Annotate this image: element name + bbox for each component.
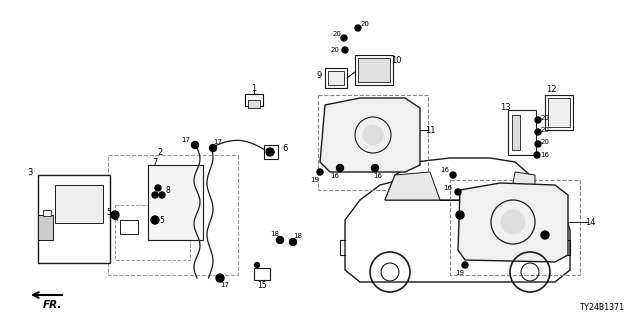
Text: 17: 17: [221, 282, 230, 288]
Bar: [318, 95, 428, 190]
Bar: [120, 220, 138, 234]
Bar: [38, 215, 53, 240]
Circle shape: [209, 145, 216, 151]
Circle shape: [535, 141, 541, 147]
Circle shape: [450, 172, 456, 178]
Circle shape: [155, 185, 161, 191]
Text: 13: 13: [500, 102, 510, 111]
Polygon shape: [510, 172, 535, 200]
Circle shape: [159, 192, 165, 198]
Circle shape: [371, 164, 378, 172]
Text: 1: 1: [252, 84, 257, 92]
Bar: [148, 165, 203, 240]
Text: 6: 6: [282, 143, 288, 153]
Bar: [38, 175, 110, 263]
Circle shape: [317, 169, 323, 175]
Polygon shape: [385, 172, 440, 200]
Text: 18: 18: [271, 231, 280, 237]
Text: FR.: FR.: [42, 300, 61, 310]
Text: 3: 3: [28, 167, 33, 177]
Bar: [264, 145, 278, 159]
Bar: [548, 98, 570, 127]
Polygon shape: [320, 98, 420, 172]
Circle shape: [534, 152, 540, 158]
Text: 8: 8: [166, 186, 170, 195]
Bar: [358, 58, 390, 82]
Bar: [115, 205, 190, 260]
Text: 19: 19: [456, 270, 465, 276]
Text: 18: 18: [294, 233, 303, 239]
Text: 16: 16: [374, 173, 383, 179]
Text: 17: 17: [182, 137, 191, 143]
Circle shape: [501, 210, 525, 234]
Circle shape: [337, 164, 344, 172]
Bar: [254, 268, 270, 280]
Text: 20: 20: [541, 127, 549, 133]
Text: 12: 12: [546, 84, 556, 93]
Bar: [328, 71, 344, 85]
Text: 2: 2: [157, 148, 163, 156]
Circle shape: [289, 238, 296, 245]
Circle shape: [216, 274, 224, 282]
Circle shape: [355, 25, 361, 31]
Circle shape: [535, 129, 541, 135]
Circle shape: [541, 231, 549, 239]
Circle shape: [255, 262, 259, 268]
Polygon shape: [458, 183, 568, 262]
Circle shape: [276, 236, 284, 244]
Text: 20: 20: [541, 115, 549, 121]
Circle shape: [341, 35, 347, 41]
Circle shape: [111, 211, 119, 219]
Circle shape: [151, 216, 159, 224]
Text: 16: 16: [541, 152, 550, 158]
Text: TY24B1371: TY24B1371: [580, 303, 625, 312]
Text: 20: 20: [333, 31, 341, 37]
Text: 7: 7: [152, 157, 157, 166]
Circle shape: [191, 141, 198, 148]
Text: 20: 20: [360, 21, 369, 27]
Text: 17: 17: [214, 139, 223, 145]
Bar: [450, 180, 580, 275]
Circle shape: [535, 117, 541, 123]
Circle shape: [342, 47, 348, 53]
Circle shape: [456, 211, 464, 219]
Bar: [248, 100, 260, 108]
Text: 16: 16: [440, 167, 449, 173]
Bar: [512, 115, 520, 150]
Circle shape: [363, 125, 383, 145]
Circle shape: [266, 148, 274, 156]
Bar: [325, 68, 347, 88]
Text: 14: 14: [585, 218, 595, 227]
Polygon shape: [385, 158, 535, 200]
Text: 16: 16: [330, 173, 339, 179]
Bar: [245, 94, 263, 106]
Text: 20: 20: [541, 139, 549, 145]
Bar: [508, 110, 536, 155]
Text: 5: 5: [107, 207, 111, 217]
Circle shape: [152, 192, 158, 198]
Bar: [355, 55, 393, 85]
Bar: [545, 95, 573, 130]
Text: 4: 4: [113, 213, 118, 222]
Bar: [108, 155, 238, 275]
Text: 5: 5: [159, 215, 164, 225]
Bar: [55, 185, 103, 223]
Circle shape: [455, 189, 461, 195]
Text: 16: 16: [444, 185, 452, 191]
Text: 20: 20: [331, 47, 339, 53]
Bar: [43, 210, 51, 216]
Text: 9: 9: [316, 70, 322, 79]
Polygon shape: [345, 172, 570, 282]
Text: 15: 15: [257, 281, 267, 290]
Text: 11: 11: [425, 125, 435, 134]
Text: 10: 10: [391, 55, 401, 65]
Text: 19: 19: [310, 177, 319, 183]
Circle shape: [462, 262, 468, 268]
